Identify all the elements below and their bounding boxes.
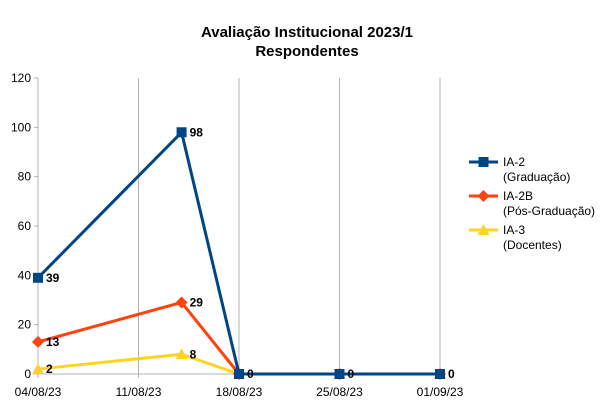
marker-square <box>176 127 187 138</box>
chart-subtitle: Respondentes <box>255 43 358 60</box>
legend-label: IA-2 <box>503 155 525 169</box>
marker-square <box>234 369 244 379</box>
marker-diamond <box>477 190 490 202</box>
legend-sublabel: (Graduação) <box>503 170 570 184</box>
y-tick-label: 40 <box>18 268 32 282</box>
data-label: 0 <box>448 367 455 381</box>
chart-title: Avaliação Institucional 2023/1 <box>201 24 413 41</box>
plot-area <box>32 127 446 380</box>
y-tick-label: 120 <box>11 71 31 85</box>
marker-diamond <box>175 296 188 309</box>
y-tick-label: 20 <box>18 318 32 332</box>
y-tick-label: 80 <box>18 170 32 184</box>
data-label: 8 <box>190 347 197 361</box>
data-label: 2 <box>46 362 53 376</box>
data-label: 0 <box>247 367 254 381</box>
grid-lines <box>138 78 441 374</box>
marker-triangle <box>477 224 490 235</box>
data-label: 13 <box>46 335 60 349</box>
x-tick-label: 04/08/23 <box>15 385 62 399</box>
x-axis-ticks: 04/08/23 11/08/23 18/08/23 25/08/23 01/09/23 <box>15 374 464 399</box>
marker-diamond <box>32 335 44 348</box>
marker-triangle <box>175 348 188 360</box>
marker-triangle <box>32 363 44 375</box>
x-tick-label: 11/08/23 <box>116 385 162 399</box>
data-label: 29 <box>190 295 204 309</box>
y-tick-label: 0 <box>24 367 31 381</box>
legend-label: IA-3 <box>503 223 525 237</box>
data-labels: 39 98 0 0 0 13 29 2 8 <box>46 125 455 381</box>
y-axis-ticks: 0 20 40 60 80 100 120 <box>11 71 38 381</box>
marker-square <box>478 157 489 167</box>
y-tick-label: 60 <box>18 219 32 233</box>
y-tick-label: 100 <box>11 120 31 134</box>
x-tick-label: 01/09/23 <box>417 385 464 399</box>
marker-square <box>33 272 43 283</box>
data-label: 0 <box>348 367 355 381</box>
legend-sublabel: (Docentes) <box>503 238 562 252</box>
x-tick-label: 18/08/23 <box>216 385 263 399</box>
legend: IA-2(Graduação) IA-2B(Pós-Graduação) IA-3(… <box>469 155 595 252</box>
data-label: 98 <box>190 125 204 139</box>
marker-square <box>435 369 445 379</box>
legend-label: IA-2B <box>503 189 533 203</box>
x-tick-label: 25/08/23 <box>316 385 363 399</box>
marker-square <box>334 369 345 379</box>
legend-sublabel: (Pós-Graduação) <box>503 204 595 218</box>
data-label: 39 <box>46 271 60 285</box>
